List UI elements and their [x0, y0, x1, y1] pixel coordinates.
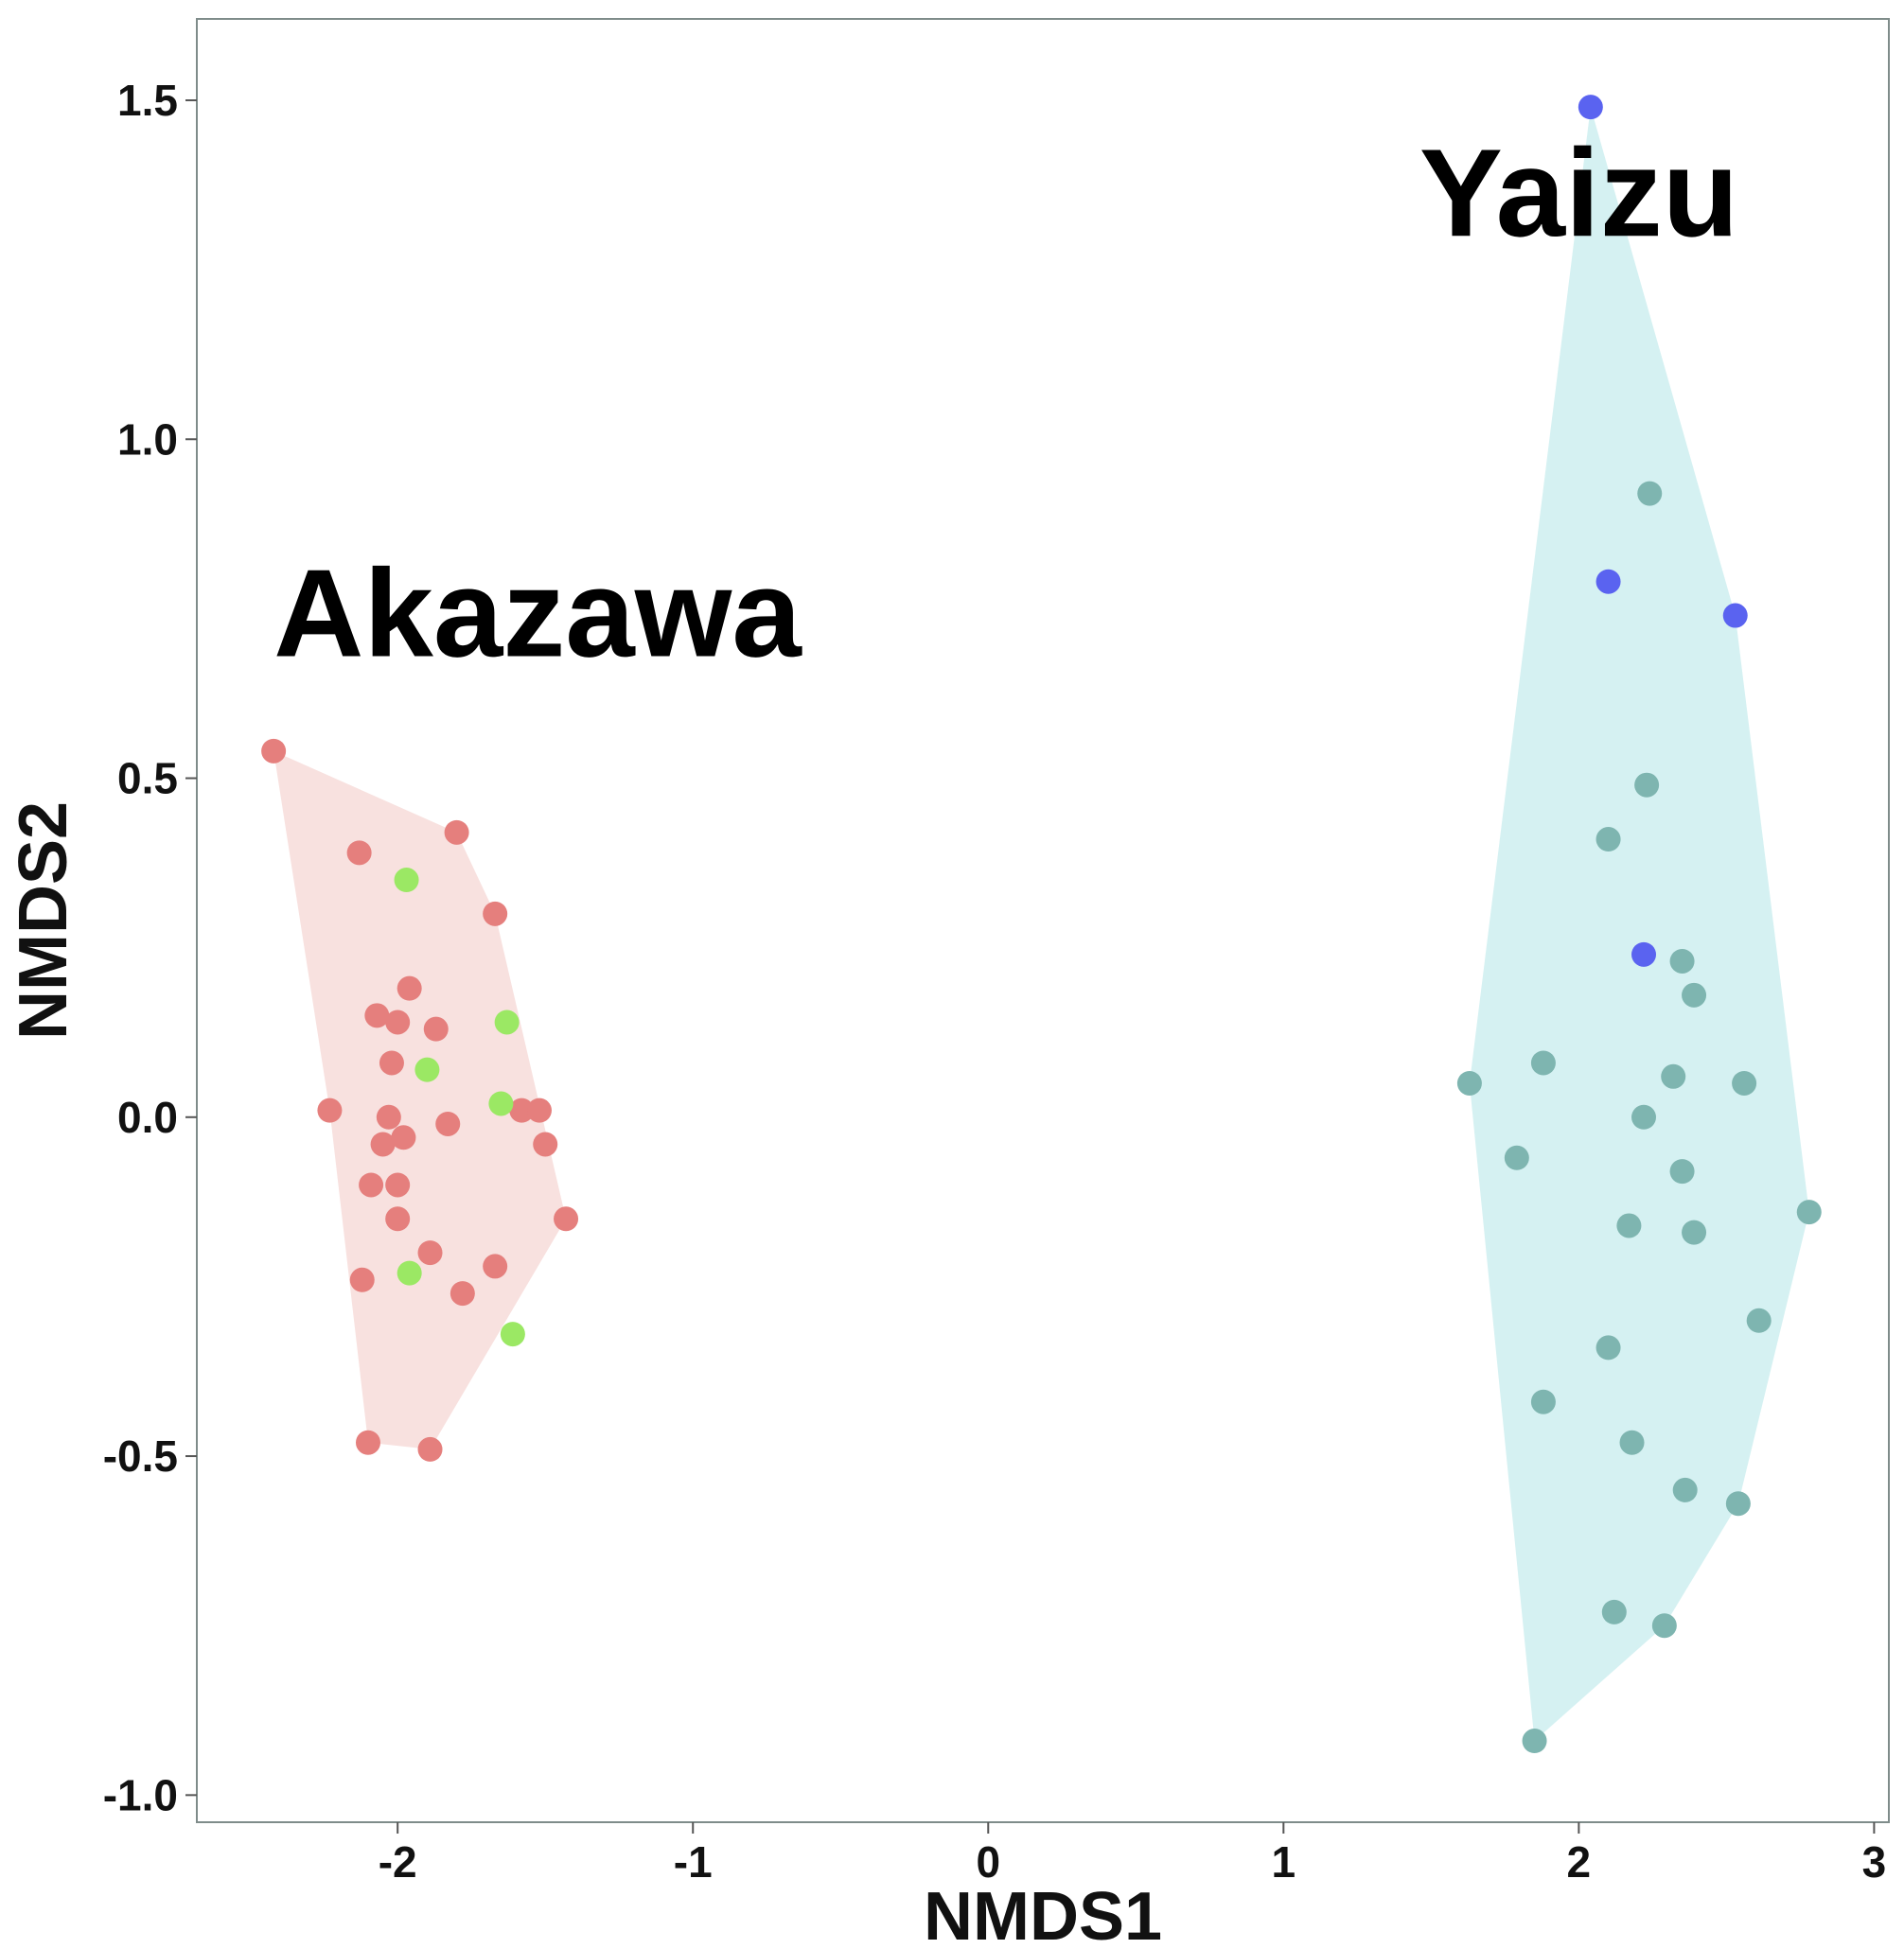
x-tick-label: 3: [1862, 1837, 1887, 1887]
point-yaizu-2-23: [1522, 1729, 1547, 1754]
point-akazawa-1-2: [414, 1057, 440, 1082]
point-akazawa-0-10: [376, 1104, 401, 1130]
y-axis-title: NMDS2: [6, 801, 81, 1040]
point-akazawa-0-25: [355, 1430, 380, 1455]
point-akazawa-0-3: [483, 901, 508, 926]
point-yaizu-3-3: [1631, 941, 1657, 967]
point-akazawa-0-6: [385, 1010, 411, 1035]
point-yaizu-2-9: [1631, 1104, 1657, 1130]
point-yaizu-2-6: [1661, 1063, 1686, 1089]
y-tick-label: -1.0: [103, 1770, 178, 1819]
point-akazawa-0-13: [435, 1111, 461, 1136]
annotation-layer: Akazawa Yaizu: [273, 123, 1738, 682]
x-tick-label: 0: [976, 1837, 1000, 1887]
point-akazawa-1-1: [494, 1010, 520, 1035]
point-yaizu-3-2: [1722, 603, 1748, 628]
point-akazawa-1-0: [394, 868, 419, 893]
point-akazawa-0-11: [509, 1097, 535, 1123]
point-yaizu-2-5: [1530, 1050, 1556, 1076]
point-akazawa-0-18: [385, 1172, 411, 1198]
x-tick-label: -2: [379, 1837, 417, 1887]
y-tick-label: 1.5: [117, 76, 178, 125]
point-akazawa-0-16: [533, 1132, 558, 1157]
point-yaizu-2-13: [1616, 1213, 1642, 1238]
point-akazawa-0-12: [526, 1097, 552, 1123]
point-yaizu-2-19: [1672, 1477, 1698, 1502]
point-akazawa-0-17: [359, 1172, 384, 1198]
point-akazawa-0-14: [370, 1132, 396, 1157]
point-yaizu-2-20: [1725, 1491, 1751, 1517]
point-akazawa-0-7: [423, 1016, 449, 1042]
y-tick-label: 0.5: [117, 754, 178, 803]
point-yaizu-2-21: [1601, 1599, 1627, 1624]
point-akazawa-0-4: [397, 975, 422, 1001]
point-yaizu-2-22: [1651, 1613, 1677, 1639]
point-yaizu-2-16: [1595, 1335, 1621, 1361]
point-akazawa-0-15: [391, 1125, 416, 1150]
point-yaizu-2-15: [1746, 1308, 1772, 1333]
point-akazawa-0-20: [385, 1206, 411, 1232]
point-akazawa-1-4: [397, 1260, 422, 1286]
point-akazawa-0-1: [444, 819, 469, 845]
x-axis: -2 -1 0 1 2 3: [379, 1822, 1886, 1887]
point-akazawa-0-22: [483, 1254, 508, 1279]
point-yaizu-2-0: [1637, 481, 1663, 506]
point-yaizu-2-12: [1796, 1200, 1822, 1225]
group-label-yaizu: Yaizu: [1419, 123, 1738, 262]
point-akazawa-0-0: [261, 738, 287, 764]
point-akazawa-0-19: [554, 1206, 579, 1232]
point-yaizu-2-1: [1634, 772, 1660, 798]
group-label-akazawa: Akazawa: [273, 544, 802, 683]
point-akazawa-0-24: [450, 1281, 475, 1307]
point-yaizu-2-18: [1619, 1430, 1645, 1455]
point-akazawa-0-5: [364, 1003, 390, 1028]
hull-yaizu: [1469, 107, 1809, 1742]
point-yaizu-2-2: [1595, 827, 1621, 852]
y-tick-label: 0.0: [117, 1093, 178, 1142]
point-yaizu-2-7: [1456, 1070, 1482, 1096]
y-tick-label: 1.0: [117, 414, 178, 464]
plot-border: [196, 18, 1890, 1823]
point-akazawa-1-5: [500, 1322, 525, 1347]
point-akazawa-0-8: [379, 1050, 404, 1076]
point-akazawa-1-3: [488, 1091, 514, 1116]
point-akazawa-0-21: [417, 1240, 443, 1266]
point-yaizu-2-14: [1682, 1220, 1707, 1245]
y-tick-label: -0.5: [103, 1431, 178, 1481]
point-akazawa-0-23: [349, 1267, 375, 1292]
point-yaizu-2-3: [1669, 948, 1695, 974]
x-tick-label: 2: [1567, 1837, 1592, 1887]
point-yaizu-2-4: [1682, 982, 1707, 1008]
point-yaizu-2-17: [1530, 1389, 1556, 1414]
points-layer: [261, 95, 1822, 1754]
point-akazawa-0-2: [346, 840, 372, 866]
point-akazawa-0-9: [317, 1097, 343, 1123]
x-tick-label: 1: [1272, 1837, 1296, 1887]
point-yaizu-2-8: [1732, 1070, 1757, 1096]
point-akazawa-0-26: [417, 1436, 443, 1462]
point-yaizu-3-0: [1578, 95, 1603, 120]
point-yaizu-2-10: [1504, 1145, 1529, 1170]
point-yaizu-3-1: [1595, 569, 1621, 594]
x-tick-label: -1: [674, 1837, 713, 1887]
point-yaizu-2-11: [1669, 1159, 1695, 1185]
x-axis-title: NMDS1: [924, 1879, 1162, 1949]
y-axis: -1.0 -0.5 0.0 0.5 1.0 1.5: [103, 76, 197, 1819]
